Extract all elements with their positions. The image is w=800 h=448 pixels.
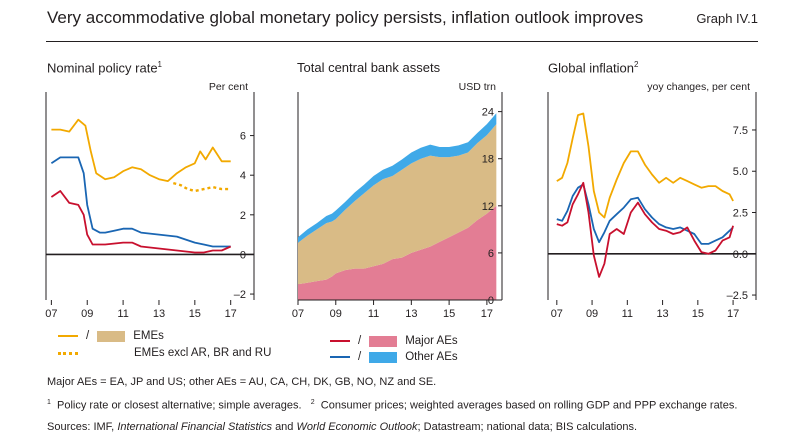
legend-swatch-emes-line [58, 335, 78, 337]
legend-label-other: Other AEs [405, 351, 458, 363]
x-tick-label: 17 [225, 308, 237, 320]
x-tick-label: 11 [368, 308, 379, 320]
legend-item-emes-excl: EMEs excl AR, BR and RU [58, 345, 271, 361]
x-tick-label: 13 [405, 308, 417, 320]
x-tick-label: 07 [551, 308, 563, 320]
legend-slash: / [86, 330, 90, 342]
x-tick-label: 07 [292, 308, 304, 320]
legend-slash: / [358, 351, 362, 363]
y-tick-label: 7.5 [733, 125, 748, 137]
line-policy-emes [51, 118, 231, 183]
legend-swatch-major-line [330, 340, 350, 342]
x-tick-label: 17 [481, 308, 493, 320]
y-tick-label: –2 [234, 289, 246, 301]
y-tick-label: –2.5 [727, 290, 748, 302]
panel-title-cb-assets: Total central bank assets [297, 60, 441, 75]
line-policy-major-aes [50, 190, 232, 254]
area-major-aes [298, 205, 497, 300]
panel-assets-unit-label: USD trn [459, 81, 497, 93]
x-tick-label: 11 [117, 308, 128, 320]
legend-swatch-emes-area [97, 330, 126, 342]
line-inflation-major-aes [556, 181, 734, 278]
x-tick-label: 07 [45, 308, 57, 320]
y-tick-label: 0 [488, 295, 494, 307]
legend-swatch-other-area [369, 351, 398, 363]
y-tick-label: 18 [482, 154, 494, 166]
legend-item-major: / Major AEs [330, 333, 458, 349]
footnote-sources: Sources: IMF, International Financial St… [47, 421, 638, 433]
y-tick-label: 6 [240, 131, 246, 143]
y-tick-label: 2 [240, 210, 246, 222]
x-tick-label: 15 [189, 308, 201, 320]
footnote-aggregates: Major AEs = EA, JP and US; other AEs = A… [47, 376, 437, 388]
panel-policy-unit-label: Per cent [209, 81, 248, 93]
legend-item-other: / Other AEs [330, 349, 458, 365]
legend-swatch-other-line [330, 356, 350, 358]
legend-slash: / [358, 335, 362, 347]
x-tick-label: 09 [330, 308, 342, 320]
footnote-notes: 1 Policy rate or closest alternative; si… [47, 399, 738, 412]
legend-label-emes: EMEs [133, 330, 164, 342]
y-tick-label: 6 [488, 248, 494, 260]
y-tick-label: 4 [240, 170, 246, 182]
legend-item-emes: / EMEs [58, 328, 164, 344]
x-tick-label: 13 [153, 308, 165, 320]
y-tick-label: 2.5 [733, 208, 748, 220]
area-emes [298, 124, 497, 285]
line-policy-emes-excl-ar-br-and-ru-dotted [172, 181, 231, 193]
graph-label: Graph IV.1 [696, 11, 758, 26]
y-tick-label: 12 [482, 201, 494, 213]
y-tick-label: 0 [240, 249, 246, 261]
panel-title-policy-rate: Nominal policy rate1 [47, 60, 162, 76]
line-policy-other-aes [50, 156, 231, 248]
legend-swatch-major-area [369, 335, 398, 347]
x-tick-label: 15 [443, 308, 455, 320]
line-inflation-emes [556, 112, 734, 219]
title-rule [46, 41, 758, 42]
x-tick-label: 15 [692, 308, 704, 320]
panel-inflation-unit-label: yoy changes, per cent [647, 81, 750, 93]
panel-title-inflation: Global inflation2 [548, 60, 639, 76]
y-tick-label: 24 [482, 107, 494, 119]
legend-label-major: Major AEs [405, 335, 458, 347]
figure-title: Very accommodative global monetary polic… [47, 8, 644, 27]
x-tick-label: 09 [81, 308, 93, 320]
y-tick-label: 5.0 [733, 166, 748, 178]
x-tick-label: 09 [586, 308, 598, 320]
legend-label-emes-excl: EMEs excl AR, BR and RU [134, 347, 272, 359]
legend-swatch-emes-excl [58, 351, 78, 355]
y-tick-label: 0.0 [733, 249, 748, 261]
x-tick-label: 17 [727, 308, 739, 320]
x-tick-label: 13 [656, 308, 668, 320]
x-tick-label: 11 [622, 308, 633, 320]
